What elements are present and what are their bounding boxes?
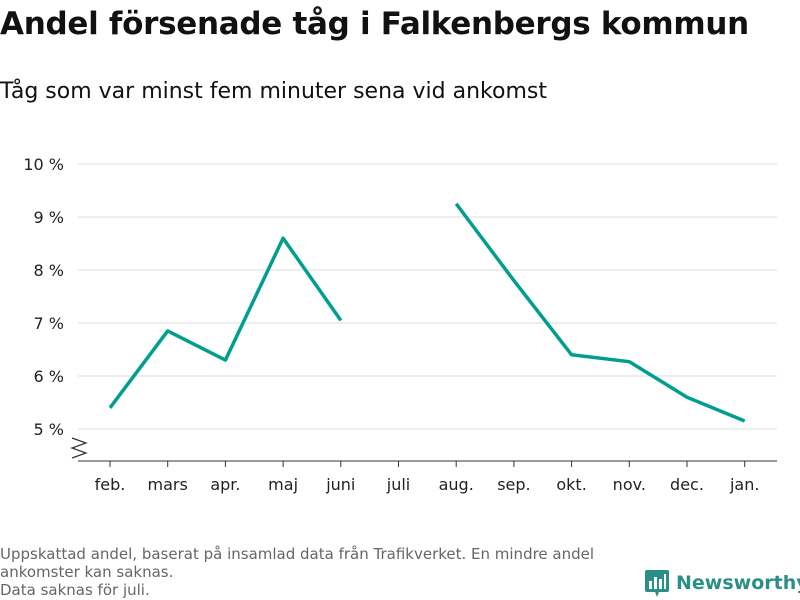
y-tick-label: 10 % (23, 155, 64, 174)
footnote-line-1: Uppskattad andel, baserat på insamlad da… (0, 545, 595, 581)
y-tick-label: 8 % (34, 261, 64, 280)
series-lines (108, 202, 747, 423)
x-tick-label: aug. (439, 475, 474, 494)
data-point (743, 419, 747, 423)
grid-lines (78, 163, 777, 430)
axis-break-icon (70, 437, 88, 459)
brand-logo: Newsworthy (645, 568, 800, 598)
x-tick-label: juni (325, 475, 355, 494)
chart-title: Andel försenade tåg i Falkenbergs kommun (0, 6, 749, 42)
x-tick-label: mars (148, 475, 188, 494)
x-tick-label: okt. (556, 475, 586, 494)
data-point (166, 329, 170, 333)
x-tick-label: juli (386, 475, 410, 494)
data-point (108, 406, 112, 410)
y-tick-label: 7 % (34, 314, 64, 333)
x-tick-label: sep. (497, 475, 530, 494)
x-tick-label: maj (268, 475, 298, 494)
x-tick-label: dec. (670, 475, 704, 494)
brand-name: Newsworthy (676, 572, 800, 594)
data-point (512, 279, 516, 283)
series-line (454, 202, 746, 423)
x-tick-label: apr. (210, 475, 240, 494)
chart-subtitle: Tåg som var minst fem minuter sena vid a… (0, 79, 547, 104)
data-point (685, 395, 689, 399)
y-tick-label: 6 % (34, 367, 64, 386)
newsworthy-logo-icon (645, 570, 669, 597)
line-chart: 5 % 6 % 7 % 8 % 9 % 10 % feb. mars apr. maj juni j… (23, 155, 777, 494)
y-tick-label: 9 % (34, 208, 64, 227)
data-point (627, 360, 631, 364)
y-axis-ticks: 5 % 6 % 7 % 8 % 9 % 10 % (23, 155, 64, 439)
footnote: Uppskattad andel, baserat på insamlad da… (0, 545, 640, 599)
data-point (339, 318, 343, 322)
data-point (454, 202, 458, 206)
x-axis (70, 437, 777, 462)
x-tick-label: jan. (729, 475, 759, 494)
data-point (570, 353, 574, 357)
data-point (281, 236, 285, 240)
x-tick-label: nov. (613, 475, 646, 494)
footnote-line-2: Data saknas för juli. (0, 581, 150, 599)
series-line (108, 236, 343, 409)
x-tick-label: feb. (95, 475, 126, 494)
x-axis-ticks: feb. mars apr. maj juni juli aug. sep. okt. nov. d… (95, 461, 759, 494)
data-point (223, 358, 227, 362)
y-tick-label: 5 % (34, 420, 64, 439)
